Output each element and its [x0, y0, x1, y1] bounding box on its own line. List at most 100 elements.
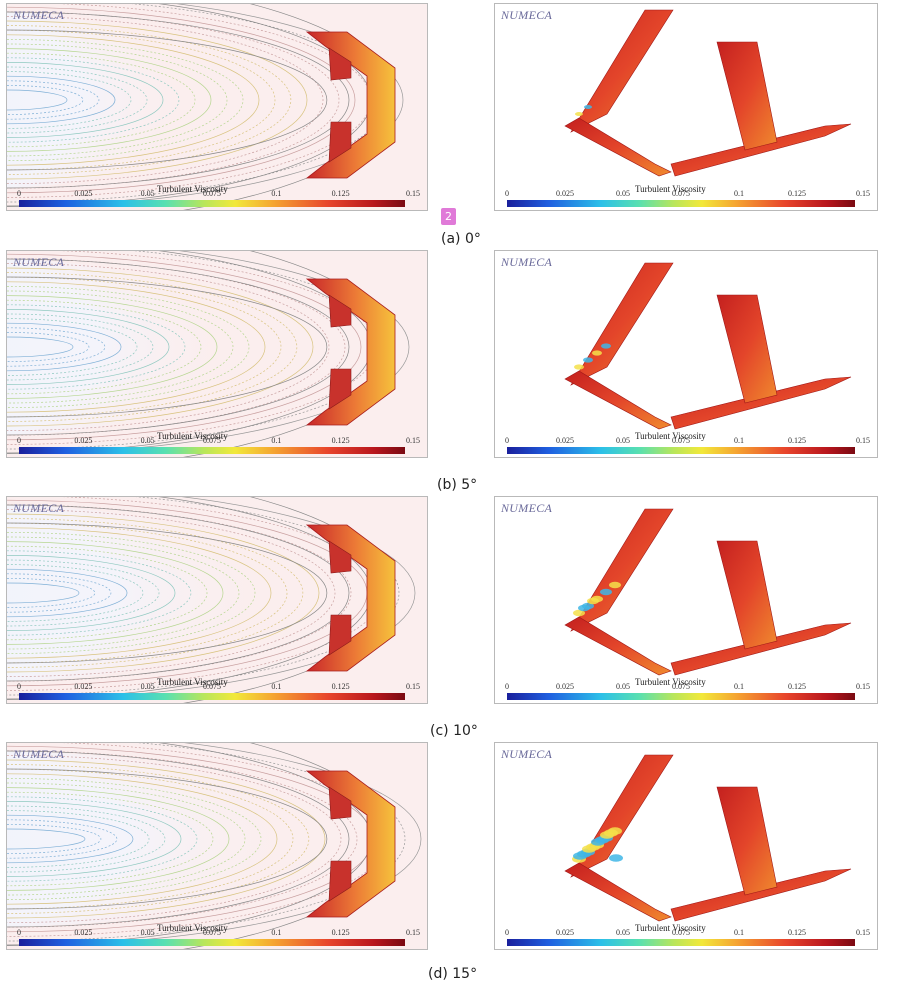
colorbar-tick-label: 0.15	[856, 436, 870, 445]
colorbar-title: Turbulent Viscosity	[157, 923, 228, 933]
colorbar-tick-label: 0.05	[616, 189, 630, 198]
colorbar-gradient	[19, 939, 405, 946]
colorbar-tick-label: 0.05	[616, 436, 630, 445]
brand-label: NUMECA	[13, 8, 65, 22]
colorbar-tick-label: 0.1	[271, 928, 282, 937]
contour-line	[7, 518, 304, 668]
surface-plot	[564, 9, 852, 177]
brand-label: NUMECA	[501, 501, 553, 515]
colorbar-tick-label: 0.025	[74, 682, 93, 691]
colorbar-tick-label: 0.1	[271, 436, 282, 445]
contour-line	[7, 25, 292, 175]
contour-line	[7, 497, 416, 700]
contour-line	[7, 750, 358, 928]
low-viscosity-patch	[591, 838, 605, 846]
contour-line	[7, 755, 342, 923]
colorbar-tick-label: 0.025	[556, 436, 574, 445]
right-fin	[716, 41, 778, 151]
colorbar-tick-label: 0.1	[734, 189, 744, 198]
colorbar-gradient	[19, 693, 405, 700]
colorbar-tick-label: 0.05	[140, 189, 155, 198]
colorbar-tick-label: 0	[505, 928, 509, 937]
contour-line	[7, 251, 410, 454]
body-upper-strut	[328, 786, 352, 820]
low-viscosity-patch	[582, 845, 596, 853]
surface-plot	[564, 754, 852, 922]
contour-line	[7, 787, 230, 891]
contour-line	[7, 299, 202, 395]
wake-region	[7, 751, 307, 927]
low-viscosity-patch	[592, 350, 602, 356]
contour-line	[7, 545, 208, 641]
colorbar-gradient	[19, 200, 405, 207]
low-viscosity-patch	[609, 854, 623, 862]
contour-line	[7, 71, 132, 129]
contour-line	[7, 89, 68, 111]
base-beam	[670, 376, 852, 430]
colorbar-tick-label: 0.075	[203, 928, 221, 937]
lower-left-arm	[564, 616, 672, 676]
wake-region	[7, 505, 277, 681]
contour-line	[7, 527, 272, 659]
brand-label: NUMECA	[13, 255, 65, 269]
contour-line	[7, 276, 282, 418]
contour-line	[7, 336, 74, 358]
contour-line	[7, 828, 86, 850]
colorbar-tick-label: 0.025	[74, 189, 93, 198]
contour-line	[7, 819, 118, 859]
contour-line	[7, 532, 256, 654]
contour-line	[7, 304, 186, 390]
contour-line	[7, 29, 276, 171]
contour-line	[7, 504, 350, 682]
contour-line	[7, 16, 324, 184]
contour-line	[7, 509, 336, 677]
colorbar-tick-label: 0.025	[556, 682, 574, 691]
contour-line	[7, 62, 164, 138]
low-viscosity-patch	[575, 112, 583, 116]
contour-line	[7, 559, 160, 627]
colorbar-title: Turbulent Viscosity	[157, 431, 228, 441]
contour-line	[7, 743, 390, 937]
colorbar-tick-label: 0.05	[616, 928, 630, 937]
contour-line	[7, 309, 170, 385]
colorbar-tick-label: 0.1	[734, 928, 744, 937]
contour-line	[7, 267, 314, 427]
surface-view-panel: NUMECA Turbulent Viscosity 0 0.025 0.05 0.075…	[494, 250, 878, 458]
colorbar-gradient	[507, 939, 855, 946]
contour-line	[7, 759, 326, 919]
colorbar-tick-label: 0.125	[331, 682, 350, 691]
colorbar-tick-label: 0	[17, 928, 21, 937]
colorbar-tick-label: 0	[17, 436, 21, 445]
contour-line	[7, 322, 122, 372]
contour-line	[7, 513, 320, 673]
contour-line	[7, 263, 330, 431]
contour-line	[7, 810, 150, 868]
colorbar-tick-label: 0.15	[406, 682, 420, 691]
brand-label: NUMECA	[13, 747, 65, 761]
colorbar-tick-label: 0.075	[672, 682, 690, 691]
colorbar-tick-label: 0	[17, 682, 21, 691]
colorbar-tick-label: 0.15	[406, 928, 420, 937]
body-upper-strut	[328, 540, 352, 574]
contour-line	[7, 29, 328, 171]
contour-line	[7, 750, 350, 928]
lower-left-arm	[564, 862, 672, 922]
colorbar-tick-label: 0.125	[788, 189, 806, 198]
low-viscosity-patch	[574, 364, 584, 370]
low-viscosity-patch	[573, 852, 587, 860]
flow-field-panel: NUMECA Turbulent Viscosity 0 0.025 0.05 0.075…	[6, 3, 428, 211]
surface-plot	[564, 508, 852, 676]
contour-line	[7, 791, 214, 887]
contour-line	[7, 66, 148, 134]
low-viscosity-patch	[584, 105, 592, 109]
colorbar-tick-label: 0.075	[672, 189, 690, 198]
contour-line	[7, 286, 250, 408]
colorbar-tick-label: 0.025	[74, 928, 93, 937]
flow-field-plot	[7, 4, 404, 210]
colorbar-tick-label: 0	[505, 189, 509, 198]
surface-plot	[564, 262, 852, 430]
flow-field-panel: NUMECA Turbulent Viscosity 0 0.025 0.05 0.075…	[6, 250, 428, 458]
colorbar-tick-label: 0.075	[203, 682, 221, 691]
colorbar-tick-label: 0.1	[734, 436, 744, 445]
colorbar-tick-label: 0.075	[672, 436, 690, 445]
